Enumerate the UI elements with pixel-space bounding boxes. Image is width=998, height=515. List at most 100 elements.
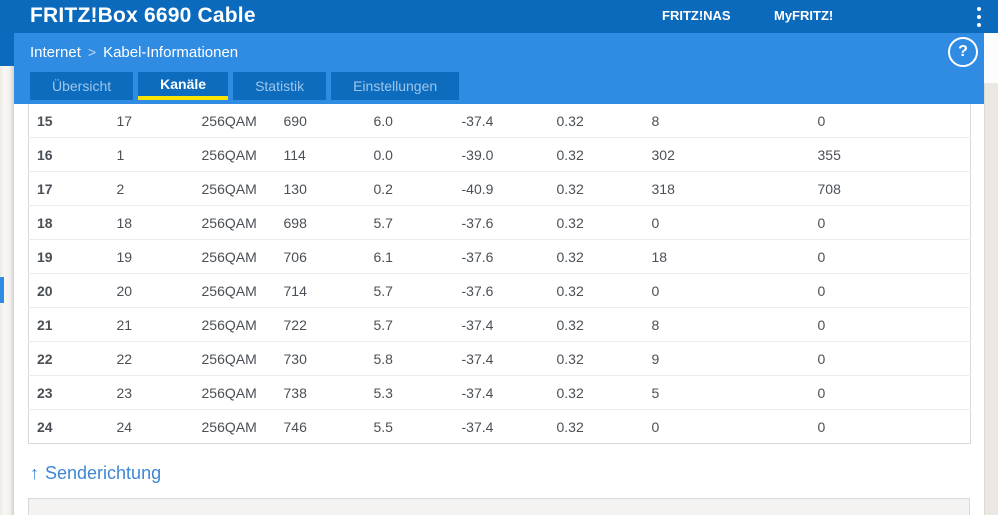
table-row: 20 20 256QAM 714 5.7 -37.6 0.32 0 0 bbox=[28, 273, 971, 308]
top-bar-left-extension bbox=[0, 33, 14, 66]
table-cell: 20 bbox=[108, 273, 194, 308]
table-cell: 722 bbox=[275, 307, 366, 342]
table-cell: 256QAM bbox=[193, 239, 276, 274]
table-cell: 0.32 bbox=[548, 273, 644, 308]
table-cell: 256QAM bbox=[193, 104, 276, 138]
table-cell: 0.32 bbox=[548, 104, 644, 138]
table-cell: 6.0 bbox=[365, 104, 454, 138]
kebab-menu-icon[interactable] bbox=[976, 7, 982, 27]
table-row: 15 17 256QAM 690 6.0 -37.4 0.32 8 0 bbox=[28, 104, 971, 138]
app-title: FRITZ!Box 6690 Cable bbox=[30, 4, 256, 27]
table-cell: 5 bbox=[643, 375, 810, 410]
table-cell: 18 bbox=[28, 205, 109, 240]
help-icon[interactable]: ? bbox=[948, 37, 978, 67]
table-cell: 0.32 bbox=[548, 205, 644, 240]
table-cell: 22 bbox=[108, 341, 194, 376]
right-gutter-top bbox=[984, 33, 998, 83]
table-cell: 15 bbox=[28, 104, 109, 138]
table-cell: 0 bbox=[809, 205, 971, 240]
table-cell: 23 bbox=[28, 375, 109, 410]
table-cell: 0.32 bbox=[548, 239, 644, 274]
table-cell: 5.3 bbox=[365, 375, 454, 410]
upstream-table-header-bar bbox=[28, 498, 970, 515]
table-cell: 1 bbox=[108, 137, 194, 172]
table-cell: 0 bbox=[817, 418, 826, 435]
top-bar: FRITZ!Box 6690 Cable FRITZ!NAS MyFRITZ! bbox=[0, 0, 998, 33]
table-cell: 21 bbox=[28, 307, 109, 342]
breadcrumb-separator: > bbox=[87, 44, 97, 60]
downstream-channel-table: 15 17 256QAM 690 6.0 -37.4 0.32 8 0 16 1 256QAM 114 0… bbox=[28, 104, 971, 444]
table-cell: 0.2 bbox=[365, 171, 454, 206]
table-cell: 16 bbox=[28, 137, 109, 172]
page-header-band: Internet > Kabel-Informationen ? Übersicht… bbox=[14, 33, 984, 104]
channel-table-body: 15 17 256QAM 690 6.0 -37.4 0.32 8 0 16 1 256QAM 114 0… bbox=[28, 104, 971, 444]
table-cell: 0 bbox=[809, 375, 971, 410]
content-panel: Internet > Kabel-Informationen ? Übersicht… bbox=[14, 33, 984, 515]
tab-bar: Übersicht Kanäle Statistik Einstellungen bbox=[30, 72, 460, 100]
table-cell: 8 bbox=[643, 307, 810, 342]
table-cell: 0.32 bbox=[548, 341, 644, 376]
table-cell: 256QAM bbox=[193, 205, 276, 240]
table-cell: 18 bbox=[108, 205, 194, 240]
table-cell: 318 bbox=[643, 171, 810, 206]
table-cell: 256QAM bbox=[193, 307, 276, 342]
table-cell: 0.32 bbox=[548, 171, 644, 206]
tab-statistik[interactable]: Statistik bbox=[233, 72, 327, 100]
table-cell: 256QAM bbox=[193, 137, 276, 172]
table-cell: 19 bbox=[28, 239, 109, 274]
tab-kan-le[interactable]: Kanäle bbox=[138, 72, 229, 100]
table-cell: 5.7 bbox=[365, 307, 454, 342]
table-cell: 0.32 bbox=[548, 137, 644, 172]
table-cell: 0.32 bbox=[548, 375, 644, 410]
table-cell: 714 bbox=[275, 273, 366, 308]
table-cell: 698 bbox=[275, 205, 366, 240]
table-cell: 22 bbox=[28, 341, 109, 376]
table-cell: 0 bbox=[809, 104, 971, 138]
table-cell: 23 bbox=[108, 375, 194, 410]
table-cell: 0 bbox=[809, 273, 971, 308]
breadcrumb-section[interactable]: Internet bbox=[30, 44, 81, 61]
table-row: 17 2 256QAM 130 0.2 -40.9 0.32 318 708 bbox=[28, 171, 971, 206]
table-cell: 17 bbox=[108, 104, 194, 138]
table-cell: 0 bbox=[643, 205, 810, 240]
table-cell: 130 bbox=[275, 171, 366, 206]
breadcrumb-page: Kabel-Informationen bbox=[103, 44, 239, 61]
tab--bersicht[interactable]: Übersicht bbox=[30, 72, 134, 100]
right-gutter bbox=[984, 83, 998, 515]
upstream-section-heading: ↑ Senderichtung bbox=[30, 463, 161, 484]
table-cell: -37.4 bbox=[453, 307, 549, 342]
table-cell: 17 bbox=[28, 171, 109, 206]
table-cell: 21 bbox=[108, 307, 194, 342]
table-cell: 256QAM bbox=[193, 341, 276, 376]
table-row: 18 18 256QAM 698 5.7 -37.6 0.32 0 0 bbox=[28, 205, 971, 240]
table-cell: 24 bbox=[37, 418, 53, 435]
myfritz-link[interactable]: MyFRITZ! bbox=[774, 8, 834, 23]
table-cell: 24 bbox=[116, 418, 133, 435]
table-cell: -40.9 bbox=[453, 171, 549, 206]
table-row: 19 19 256QAM 706 6.1 -37.6 0.32 18 0 bbox=[28, 239, 971, 274]
table-cell: 0 bbox=[643, 273, 810, 308]
table-cell: 0.32 bbox=[556, 418, 584, 435]
table-cell: 5.8 bbox=[365, 341, 454, 376]
table-cell: -37.6 bbox=[453, 273, 549, 308]
up-arrow-icon: ↑ bbox=[30, 463, 39, 483]
table-cell: 0.32 bbox=[548, 307, 644, 342]
table-cell: 6.1 bbox=[365, 239, 454, 274]
table-cell: 706 bbox=[275, 239, 366, 274]
table-row: 24 24 256QAM 746 5.5 -37.4 0.32 0 0 bbox=[29, 410, 971, 444]
breadcrumb: Internet > Kabel-Informationen bbox=[30, 44, 238, 61]
table-cell: 738 bbox=[275, 375, 366, 410]
table-row: 23 23 256QAM 738 5.3 -37.4 0.32 5 0 bbox=[28, 375, 971, 410]
sidebar-item-fragment[interactable] bbox=[0, 277, 4, 303]
table-cell: 0 bbox=[809, 239, 971, 274]
table-cell: -37.4 bbox=[461, 418, 494, 435]
table-cell: 9 bbox=[643, 341, 810, 376]
table-cell: 730 bbox=[275, 341, 366, 376]
table-cell: -37.4 bbox=[453, 375, 549, 410]
tab-einstellungen[interactable]: Einstellungen bbox=[331, 72, 460, 100]
table-cell: 256QAM bbox=[193, 171, 276, 206]
table-cell: -39.0 bbox=[453, 137, 549, 172]
fritznas-link[interactable]: FRITZ!NAS bbox=[662, 8, 731, 23]
table-cell: 0 bbox=[809, 307, 971, 342]
